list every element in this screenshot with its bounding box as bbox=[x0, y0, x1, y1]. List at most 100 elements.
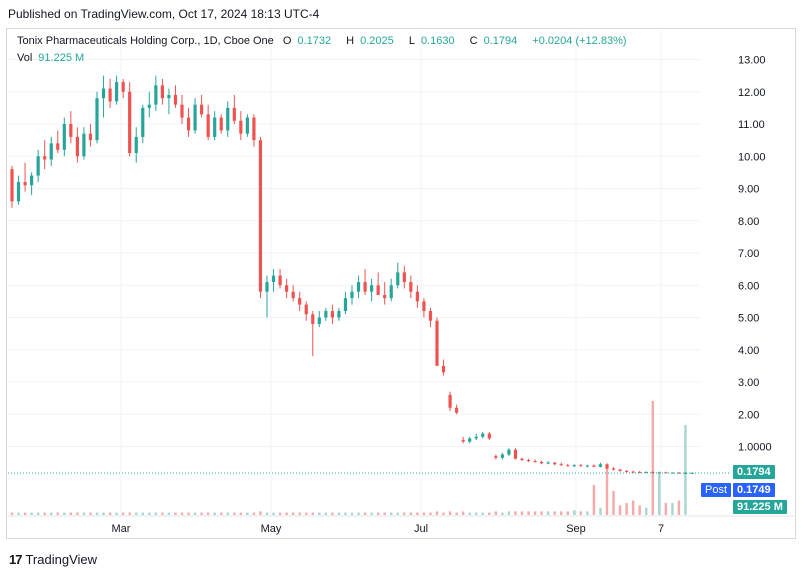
candle-body bbox=[147, 104, 151, 108]
volume-bar bbox=[645, 507, 648, 515]
volume-bar bbox=[220, 512, 223, 515]
candle-body bbox=[494, 456, 498, 458]
candle-body bbox=[121, 82, 125, 92]
candle-body bbox=[683, 472, 688, 474]
volume-bar bbox=[586, 511, 589, 515]
candle-body bbox=[350, 291, 354, 299]
volume-bar bbox=[239, 512, 243, 515]
candle-body bbox=[618, 469, 622, 472]
legend-low-label: L bbox=[408, 35, 415, 47]
candle-body bbox=[513, 449, 518, 459]
candle-body bbox=[62, 124, 66, 150]
volume-bar bbox=[651, 401, 654, 515]
volume-bar bbox=[612, 491, 615, 515]
candle-body bbox=[239, 120, 243, 134]
candle-body bbox=[356, 282, 361, 292]
volume-bar bbox=[560, 511, 563, 515]
legend-symbol[interactable]: Tonix Pharmaceuticals Holding Corp., 1D,… bbox=[17, 35, 274, 47]
volume-bar bbox=[10, 512, 14, 515]
volume-bar bbox=[285, 512, 288, 515]
candle-body bbox=[540, 461, 544, 464]
candle-body bbox=[402, 272, 406, 283]
candle-body bbox=[441, 365, 446, 373]
y-tick-label: 3.00 bbox=[738, 377, 759, 389]
candle-body bbox=[474, 436, 478, 439]
candle-body bbox=[638, 471, 642, 473]
legend-low: 0.1630 bbox=[420, 35, 455, 47]
candle-body bbox=[160, 85, 164, 99]
candle-body bbox=[487, 433, 491, 439]
volume-bar bbox=[422, 512, 426, 515]
candle-body bbox=[141, 107, 145, 137]
volume-bar bbox=[36, 512, 40, 515]
candle-body bbox=[455, 407, 459, 413]
candle-body bbox=[245, 117, 249, 134]
candle-body bbox=[533, 461, 537, 463]
volume-bar bbox=[403, 512, 406, 515]
y-tick-label: 7.00 bbox=[738, 248, 759, 260]
candle-body bbox=[23, 182, 27, 186]
y-tick-label: 11.00 bbox=[738, 119, 765, 131]
candle-body bbox=[415, 291, 419, 302]
tradingview-logo-icon: 17 bbox=[9, 552, 23, 567]
y-tick-label: 8.00 bbox=[738, 216, 759, 228]
volume-bar bbox=[448, 511, 452, 515]
volume-bar bbox=[553, 511, 556, 515]
candle-body bbox=[409, 282, 413, 292]
x-tick-label: May bbox=[261, 523, 282, 535]
x-tick-label: 7 bbox=[658, 523, 664, 535]
legend-close: 0.1794 bbox=[483, 35, 518, 47]
volume-bar bbox=[50, 512, 53, 515]
volume-bar bbox=[17, 512, 20, 515]
y-tick-label: 4.00 bbox=[738, 345, 759, 357]
chart-legend: Tonix Pharmaceuticals Holding Corp., 1D,… bbox=[17, 35, 633, 47]
volume-value: 91.225 M bbox=[38, 52, 85, 64]
volume-bar bbox=[63, 512, 66, 515]
volume-bar bbox=[442, 512, 445, 515]
candle-body bbox=[481, 433, 485, 437]
candle-body bbox=[343, 298, 348, 312]
volume-bar bbox=[246, 512, 249, 515]
candle-body bbox=[167, 94, 171, 99]
volume-bar bbox=[455, 512, 458, 515]
candle-body bbox=[82, 133, 86, 157]
footer-brand[interactable]: TradingView bbox=[25, 552, 98, 567]
candle-body bbox=[500, 454, 504, 458]
volume-bar bbox=[298, 512, 301, 515]
candle-body bbox=[507, 449, 511, 455]
candle-body bbox=[258, 140, 263, 292]
candle-body bbox=[383, 294, 387, 299]
volume-bar bbox=[213, 512, 216, 515]
volume-bar bbox=[148, 512, 151, 515]
volume-bar bbox=[383, 512, 386, 515]
y-tick-label: 2.00 bbox=[738, 409, 759, 421]
volume-bar bbox=[102, 512, 105, 515]
candle-body bbox=[213, 117, 217, 137]
legend-high-label: H bbox=[346, 35, 355, 47]
volume-bar bbox=[161, 512, 164, 515]
volume-bar bbox=[494, 511, 498, 515]
candle-body bbox=[598, 464, 603, 467]
volume-bar bbox=[311, 512, 314, 515]
volume-bar bbox=[390, 512, 393, 515]
candle-body bbox=[252, 117, 256, 141]
candle-body bbox=[186, 117, 191, 131]
candle-body bbox=[30, 175, 34, 186]
volume-bar bbox=[540, 511, 543, 515]
volume-bar bbox=[89, 512, 92, 515]
volume-label[interactable]: Vol bbox=[17, 52, 33, 64]
volume-bar bbox=[625, 503, 628, 515]
candle-body bbox=[677, 472, 681, 474]
candle-body bbox=[631, 471, 635, 473]
volume-bar bbox=[684, 425, 687, 515]
volume-bar bbox=[135, 512, 138, 515]
volume-bar bbox=[43, 512, 46, 515]
candle-body bbox=[526, 460, 531, 462]
candle-body bbox=[546, 462, 550, 464]
candle-body bbox=[69, 124, 73, 137]
volume-bar bbox=[376, 512, 380, 515]
candle-body bbox=[101, 88, 106, 99]
volume-bar bbox=[579, 511, 583, 515]
legend-close-label: C bbox=[469, 35, 478, 47]
